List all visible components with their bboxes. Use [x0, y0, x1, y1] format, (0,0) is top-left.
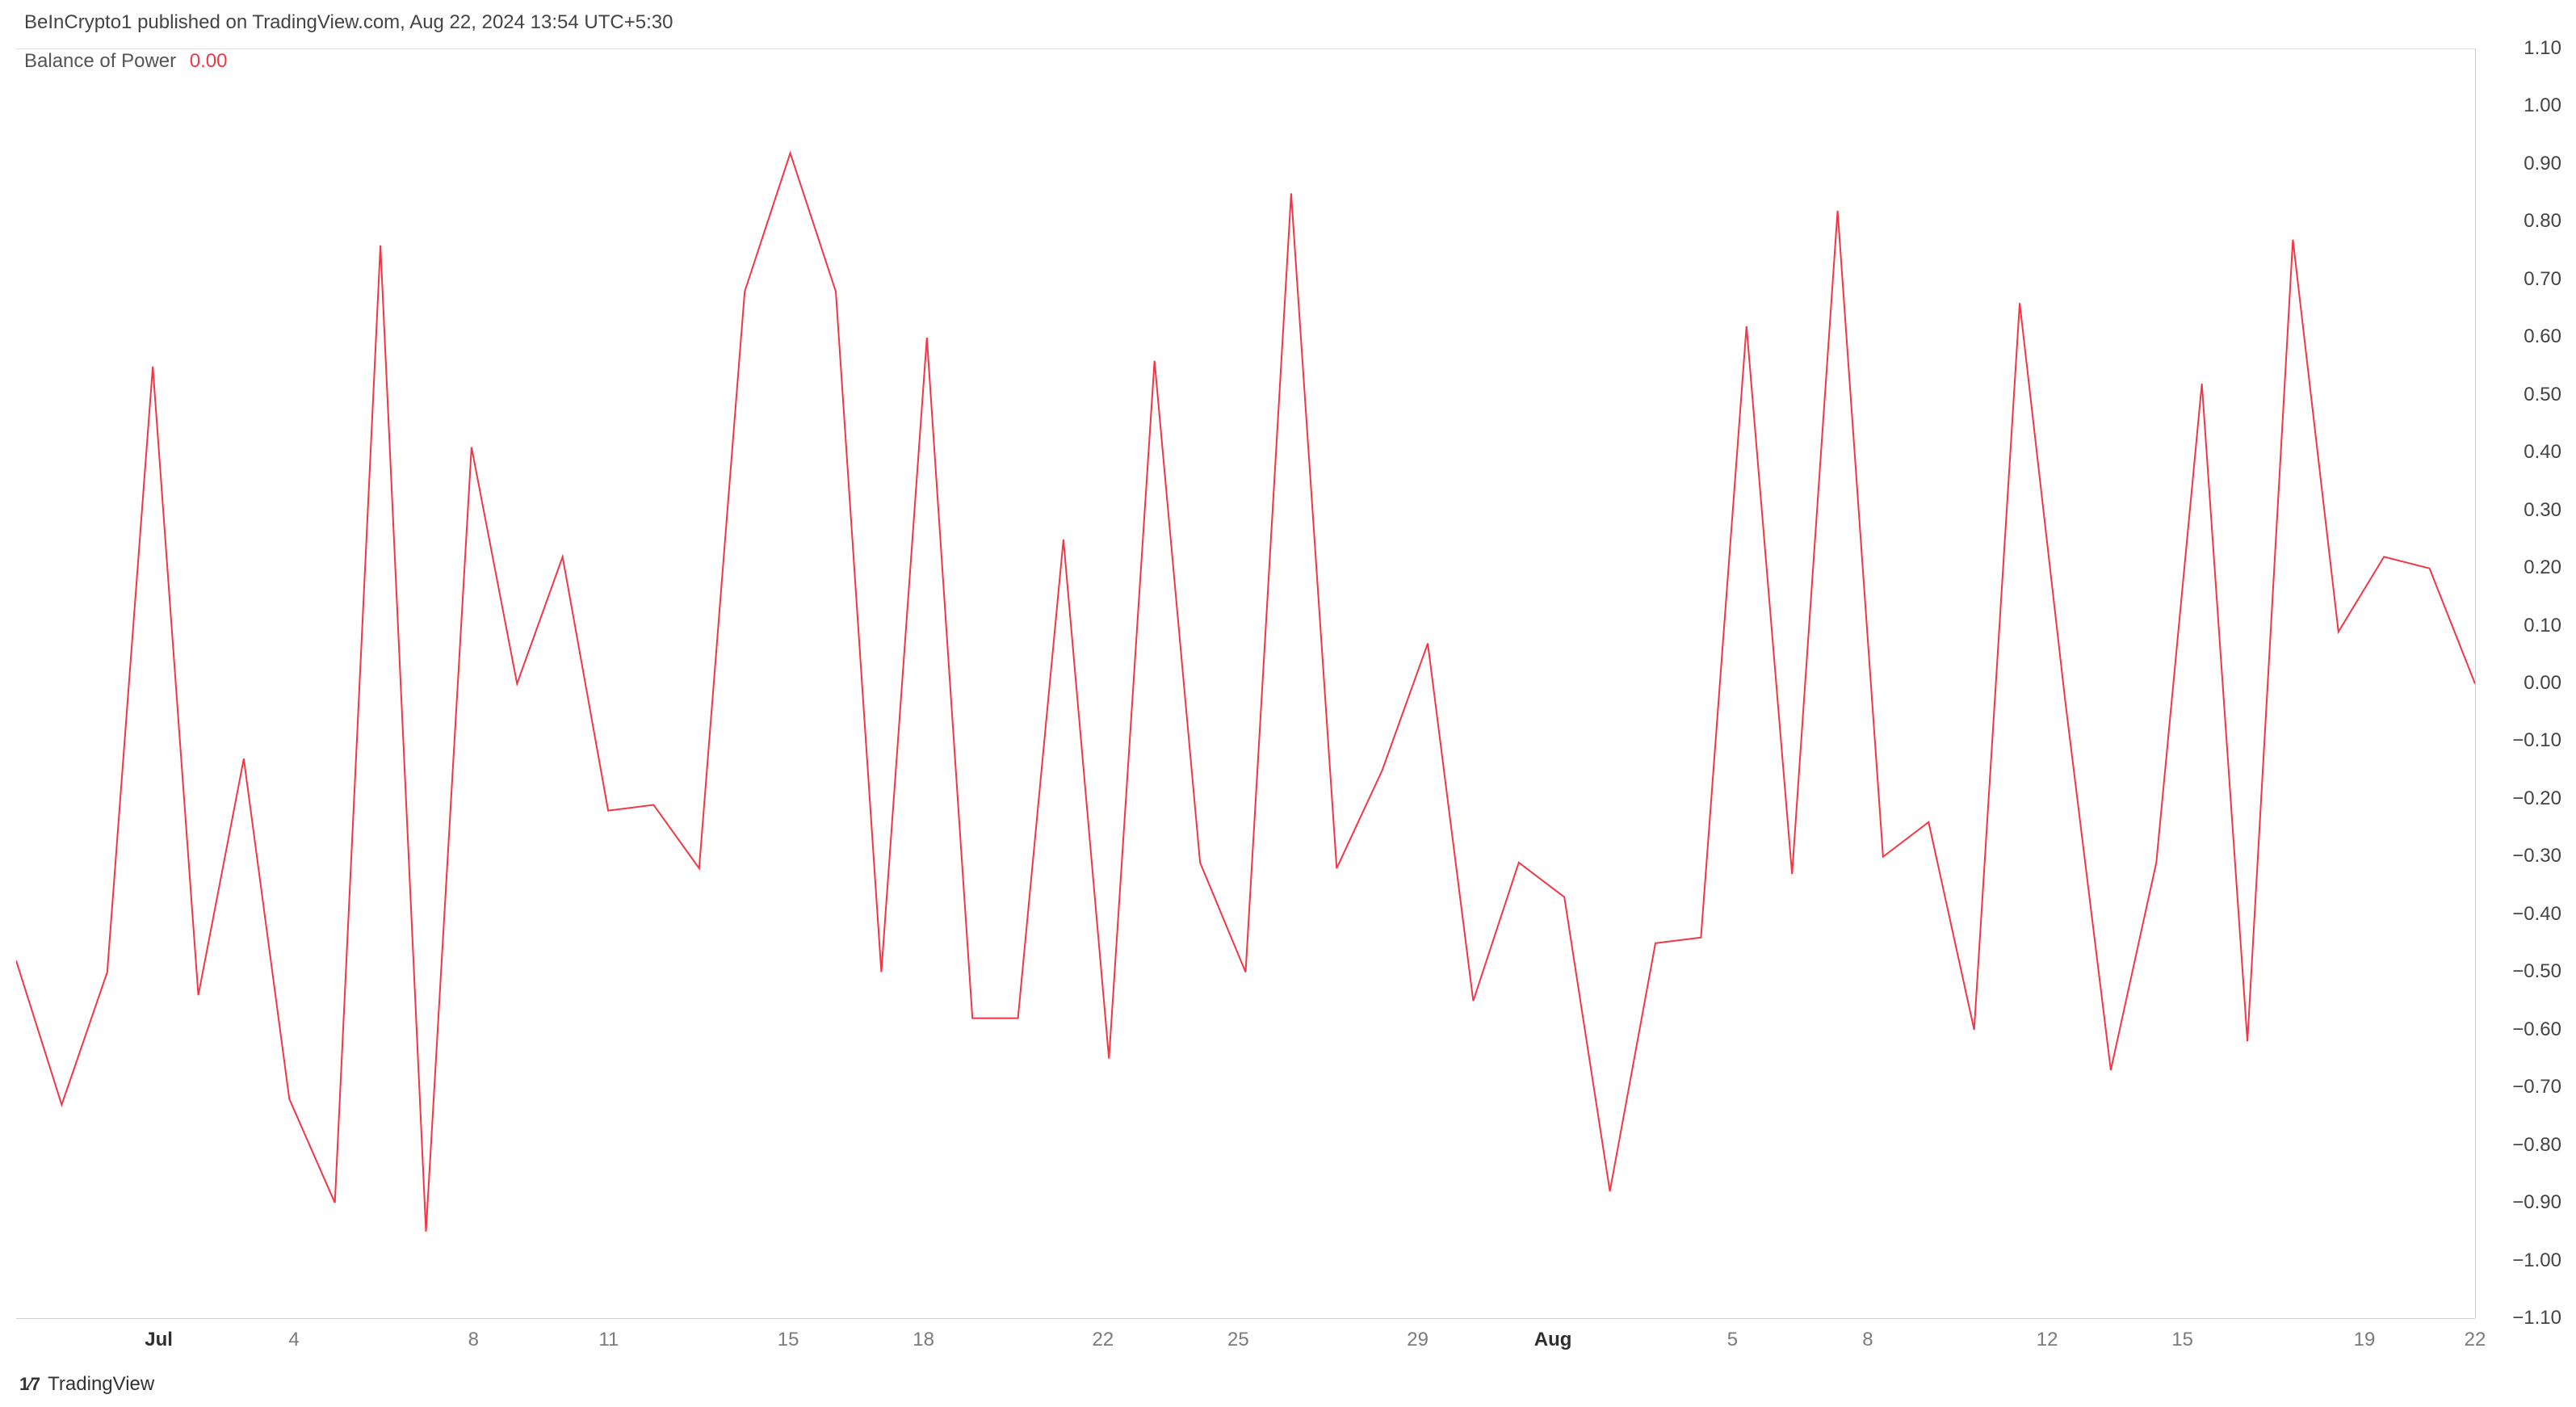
y-tick: 0.10	[2524, 615, 2561, 637]
x-tick: 5	[1727, 1329, 1738, 1351]
y-tick: −0.40	[2512, 903, 2561, 926]
y-tick: 0.80	[2524, 210, 2561, 233]
y-tick: −1.00	[2512, 1250, 2561, 1272]
y-tick: 0.90	[2524, 153, 2561, 175]
y-tick: −0.30	[2512, 845, 2561, 867]
y-tick: 0.30	[2524, 499, 2561, 522]
y-tick: −0.10	[2512, 729, 2561, 752]
bop-line	[16, 153, 2475, 1232]
x-tick: Jul	[145, 1329, 173, 1351]
x-tick: 19	[2354, 1329, 2376, 1351]
y-tick: 0.50	[2524, 384, 2561, 406]
x-tick: 12	[2037, 1329, 2058, 1351]
y-tick: −0.80	[2512, 1134, 2561, 1157]
x-tick: 11	[598, 1329, 619, 1351]
y-tick: 0.00	[2524, 672, 2561, 695]
x-tick: 22	[2465, 1329, 2486, 1351]
y-tick: −0.50	[2512, 960, 2561, 983]
brand-footer[interactable]: 1⁄7 TradingView	[19, 1373, 154, 1396]
x-tick: 8	[1862, 1329, 1873, 1351]
y-tick: 0.60	[2524, 326, 2561, 348]
publish-text: BeInCrypto1 published on TradingView.com…	[24, 11, 673, 33]
x-tick: 8	[468, 1329, 479, 1351]
chart-svg	[16, 49, 2475, 1318]
y-tick: −1.10	[2512, 1307, 2561, 1329]
y-tick: −0.20	[2512, 788, 2561, 810]
y-tick: 0.40	[2524, 441, 2561, 464]
x-tick: 15	[778, 1329, 799, 1351]
x-tick: 29	[1407, 1329, 1429, 1351]
y-tick: −0.70	[2512, 1076, 2561, 1098]
publish-header: BeInCrypto1 published on TradingView.com…	[24, 11, 673, 34]
y-tick: 1.00	[2524, 94, 2561, 117]
y-tick: 1.10	[2524, 37, 2561, 60]
y-axis[interactable]: 1.101.000.900.800.700.600.500.400.300.20…	[2475, 48, 2576, 1318]
brand-name: TradingView	[48, 1373, 154, 1396]
chart-plot-area[interactable]	[16, 48, 2475, 1318]
x-tick: Aug	[1534, 1329, 1572, 1351]
tradingview-logo-icon: 1⁄7	[19, 1374, 40, 1395]
x-tick: 4	[288, 1329, 299, 1351]
x-tick: 18	[913, 1329, 934, 1351]
y-tick: −0.90	[2512, 1191, 2561, 1214]
x-tick: 22	[1093, 1329, 1114, 1351]
y-tick: −0.60	[2512, 1018, 2561, 1041]
y-tick: 0.70	[2524, 268, 2561, 291]
x-tick: 15	[2171, 1329, 2193, 1351]
x-axis[interactable]: Jul48111518222529Aug5812151922	[16, 1318, 2475, 1359]
y-tick: 0.20	[2524, 556, 2561, 579]
x-tick: 25	[1227, 1329, 1249, 1351]
